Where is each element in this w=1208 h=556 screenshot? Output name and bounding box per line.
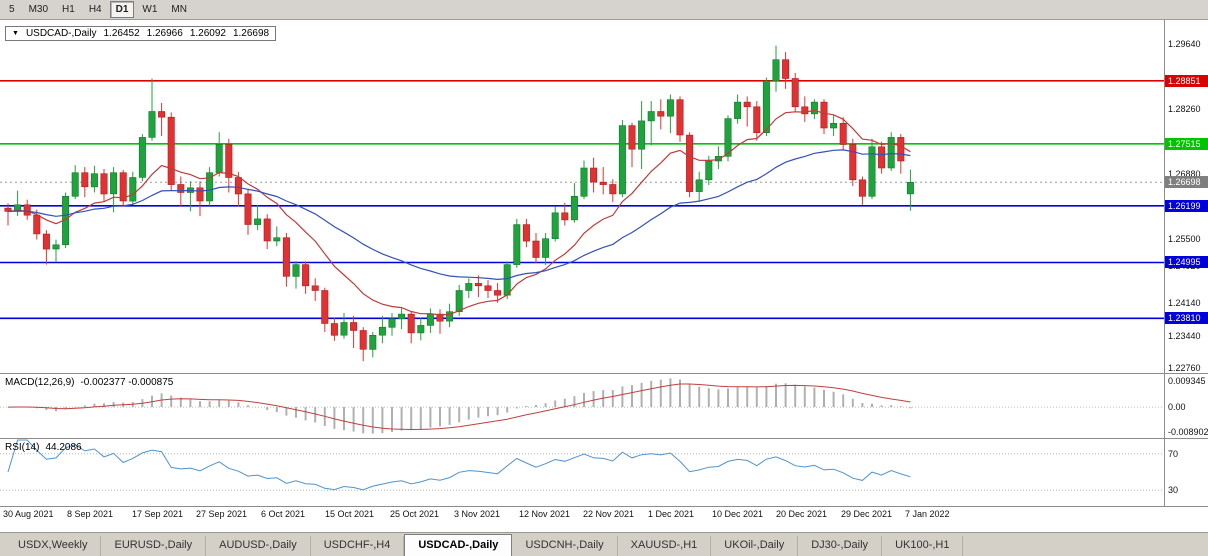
timeframe-button-MN[interactable]: MN xyxy=(171,4,187,15)
ohlc-high: 1.26966 xyxy=(146,28,183,39)
chart-title-box: ▼ USDCAD-,Daily 1.26452 1.26966 1.26092 … xyxy=(5,26,277,41)
macd-axis-max: 0.009345 xyxy=(1168,376,1206,386)
price-level-tag-1.26199: 1.26199 xyxy=(1165,200,1208,212)
chart-tab-usdx-weekly[interactable]: USDX,Weekly xyxy=(5,536,102,556)
chart-tab-dj30-daily[interactable]: DJ30-,Daily xyxy=(798,536,883,556)
time-label-1-dec-2021: 1 Dec 2021 xyxy=(648,509,695,519)
time-axis-line xyxy=(0,506,1208,507)
pane-separator-rsi[interactable] xyxy=(0,438,1208,439)
time-label-29-dec-2021: 29 Dec 2021 xyxy=(841,509,893,519)
chart-region: ▼ USDCAD-,Daily 1.26452 1.26966 1.26092 … xyxy=(0,20,1208,532)
price-tick-1.28260: 1.28260 xyxy=(1168,104,1201,114)
time-label-8-sep-2021: 8 Sep 2021 xyxy=(67,509,114,519)
price-tick-1.24140: 1.24140 xyxy=(1168,298,1201,308)
time-label-27-sep-2021: 27 Sep 2021 xyxy=(196,509,248,519)
time-label-30-aug-2021: 30 Aug 2021 xyxy=(3,509,54,519)
chart-tab-ukoil-daily[interactable]: UKOil-,Daily xyxy=(711,536,799,556)
price-tick-1.29640: 1.29640 xyxy=(1168,39,1201,49)
macd-pane-label: MACD(12,26,9) -0.002377 -0.000875 xyxy=(5,377,173,388)
chart-plot[interactable] xyxy=(0,20,1164,506)
price-tick-1.25500: 1.25500 xyxy=(1168,234,1201,244)
chart-tab-usdcnh-daily[interactable]: USDCNH-,Daily xyxy=(512,536,618,556)
price-axis[interactable]: 1.296401.282601.268801.255001.249201.241… xyxy=(1165,20,1208,506)
price-level-tag-1.23810: 1.23810 xyxy=(1165,312,1208,324)
time-axis[interactable]: 30 Aug 2021 8 Sep 2021 17 Sep 2021 27 Sep 2… xyxy=(0,509,1164,521)
time-label-25-oct-2021: 25 Oct 2021 xyxy=(390,509,440,519)
current-price-tag: 1.26698 xyxy=(1165,176,1208,188)
timeframe-button-W1[interactable]: W1 xyxy=(142,4,158,15)
macd-axis-min: -0.008902 xyxy=(1168,427,1208,437)
rsi-value: 44.2086 xyxy=(45,442,82,453)
ohlc-open: 1.26452 xyxy=(103,28,140,39)
time-label-6-oct-2021: 6 Oct 2021 xyxy=(261,509,306,519)
time-label-10-dec-2021: 10 Dec 2021 xyxy=(712,509,764,519)
price-tick-1.22760: 1.22760 xyxy=(1168,363,1201,373)
price-tick-1.23440: 1.23440 xyxy=(1168,331,1201,341)
rsi-level-70: 70 xyxy=(1168,449,1179,459)
rsi-name: RSI(14) xyxy=(5,442,40,453)
chart-tab-xauusd-h1[interactable]: XAUUSD-,H1 xyxy=(618,536,712,556)
chart-tabs-bar: USDX,Weekly EURUSD-,Daily AUDUSD-,Daily USD… xyxy=(0,532,1208,556)
ohlc-low: 1.26092 xyxy=(189,28,226,39)
price-level-tag-1.28851: 1.28851 xyxy=(1165,75,1208,87)
timeframe-button-H4[interactable]: H4 xyxy=(88,4,102,15)
timeframe-button-H1[interactable]: H1 xyxy=(62,4,75,15)
chart-tab-usdchf-h4[interactable]: USDCHF-,H4 xyxy=(311,536,405,556)
time-label-12-nov-2021: 12 Nov 2021 xyxy=(519,509,571,519)
time-label-20-dec-2021: 20 Dec 2021 xyxy=(776,509,828,519)
price-axis-line xyxy=(1164,20,1165,506)
timeframe-toolbar: 5 M30 H1 H4 D1 W1 MN xyxy=(0,0,1208,20)
price-tick-1.26880: 1.26880 xyxy=(1168,169,1201,179)
time-label-3-nov-2021: 3 Nov 2021 xyxy=(454,509,501,519)
rsi-level-30: 30 xyxy=(1168,485,1179,495)
pane-separator-macd[interactable] xyxy=(0,373,1208,374)
macd-values: -0.002377 -0.000875 xyxy=(80,377,174,388)
time-label-17-sep-2021: 17 Sep 2021 xyxy=(132,509,184,519)
chart-tab-uk100-h1[interactable]: UK100-,H1 xyxy=(882,536,964,556)
time-label-7-jan-2022: 7 Jan 2022 xyxy=(905,509,950,519)
price-level-tag-1.27515: 1.27515 xyxy=(1165,138,1208,150)
symbol-dropdown-icon[interactable]: ▼ xyxy=(12,29,19,37)
rsi-pane-label: RSI(14) 44.2086 xyxy=(5,442,82,453)
price-level-tag-1.24995: 1.24995 xyxy=(1165,256,1208,268)
time-label-15-oct-2021: 15 Oct 2021 xyxy=(325,509,375,519)
timeframe-button-M30[interactable]: M30 xyxy=(28,4,49,15)
timeframe-button-D1[interactable]: D1 xyxy=(109,1,135,18)
symbol-label: USDCAD-,Daily xyxy=(25,28,97,39)
macd-axis-zero: 0.00 xyxy=(1168,402,1186,412)
chart-tab-usdcad-daily[interactable]: USDCAD-,Daily xyxy=(404,534,513,556)
time-label-22-nov-2021: 22 Nov 2021 xyxy=(583,509,635,519)
chart-tab-eurusd-daily[interactable]: EURUSD-,Daily xyxy=(101,536,207,556)
timeframe-button-5[interactable]: 5 xyxy=(9,4,15,15)
ohlc-close: 1.26698 xyxy=(232,28,270,39)
chart-tab-audusd-daily[interactable]: AUDUSD-,Daily xyxy=(206,536,311,556)
macd-name: MACD(12,26,9) xyxy=(5,377,75,388)
